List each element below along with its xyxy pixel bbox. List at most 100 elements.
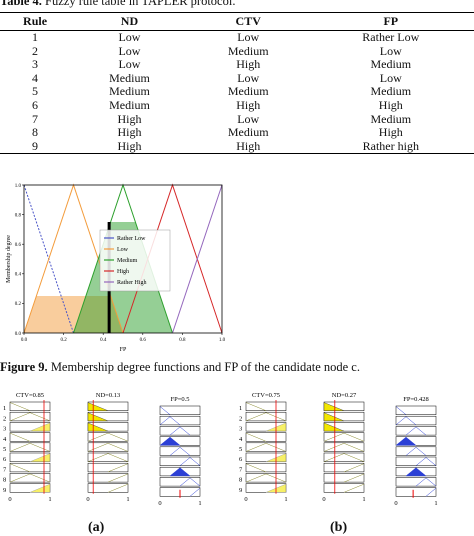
rule-cell — [87, 483, 129, 493]
x-tick-label: 0.6 — [140, 338, 147, 343]
membership-shape — [107, 483, 129, 493]
fp-rule-cell — [395, 456, 437, 466]
table-cell: Low — [118, 43, 141, 58]
ctv-axis-tick: 0 — [8, 496, 11, 503]
legend-entry: Rather Low — [117, 236, 146, 242]
rule-cell — [87, 462, 129, 473]
membership-shape — [245, 443, 287, 452]
rule-cell — [245, 473, 287, 483]
table-cell: Rather Low — [362, 30, 420, 44]
rule-row-number: 6 — [239, 456, 243, 463]
fp-title: FP=0.5 — [170, 396, 189, 403]
fp-output-shape — [189, 487, 201, 497]
nd-title: ND=0.27 — [332, 392, 357, 399]
membership-chart: 0.0 0.2 0.4 0.6 0.8 1.0 0.0 0.2 0.4 0.6 0.8 1.0 FP Me… — [6, 183, 226, 353]
rule-cell — [323, 432, 365, 442]
rule-row-number: 9 — [239, 487, 242, 494]
subfigure-label-a: (a) — [88, 520, 105, 535]
membership-shape — [9, 443, 51, 452]
membership-shape — [343, 463, 365, 473]
active-membership-fill — [323, 412, 345, 422]
table-cell: 5 — [32, 84, 39, 99]
rule-cell — [245, 442, 287, 452]
table-cell: Low — [118, 57, 141, 72]
nd-axis-tick: 0 — [322, 496, 325, 503]
fp-rule-cell — [159, 405, 201, 415]
fp-rule-cell — [395, 487, 437, 497]
fp-output-shape — [405, 426, 427, 436]
rule-cell — [9, 473, 51, 483]
rule-row-number: 4 — [3, 436, 7, 443]
table-cell: Low — [237, 111, 260, 126]
rule-row-number: 3 — [239, 426, 242, 433]
table-cell: 3 — [32, 57, 39, 72]
rule-cell — [87, 432, 129, 442]
rule-row-number: 8 — [239, 477, 242, 484]
column-header-ctv: CTV — [188, 12, 308, 31]
fp-output-shape — [169, 426, 191, 436]
membership-shape — [245, 473, 287, 483]
fp-active-output — [405, 467, 427, 477]
table-row: 8 High Medium High — [0, 126, 474, 140]
fp-output-shape — [415, 457, 437, 466]
rule-cell — [9, 442, 51, 452]
rule-cell — [323, 483, 365, 493]
table-header-row: Rule ND CTV FP — [0, 12, 474, 31]
rule-cell — [87, 473, 129, 483]
fuzzy-rule-table: Rule ND CTV FP 1 Low Low Rather Low 2 Low Medium L… — [0, 12, 474, 155]
subfigure-label-b: (b) — [330, 520, 348, 535]
x-tick-label: 0.0 — [21, 338, 28, 343]
rule-row-number: 7 — [3, 466, 7, 473]
table-row: 5 Medium Medium Medium — [0, 85, 474, 99]
x-tick-label: 0.2 — [60, 338, 67, 343]
membership-shape — [245, 432, 267, 442]
fp-axis-tick: 1 — [434, 500, 437, 507]
table-cell: Low — [237, 30, 260, 44]
table-caption-text: Fuzzy rule table in TAPLER protocol. — [45, 0, 236, 8]
fp-output-shape — [159, 416, 181, 426]
membership-shape — [343, 473, 365, 483]
membership-shape — [107, 473, 129, 483]
membership-shape — [245, 402, 267, 411]
table-cell: 9 — [0, 139, 71, 155]
rule-cell — [323, 442, 365, 452]
table-caption: Table 4. Fuzzy rule table in TAPLER prot… — [0, 0, 235, 9]
table-row: 2 Low Medium Low — [0, 43, 474, 59]
membership-shape — [245, 463, 267, 473]
table-cell: 2 — [32, 43, 39, 58]
fp-rule-cell — [395, 415, 437, 426]
column-header-nd: ND — [70, 12, 189, 31]
rule-cell — [245, 411, 287, 422]
table-cell: 1 — [32, 30, 39, 44]
fp-rule-cell — [159, 426, 201, 436]
table-caption-label: Table 4. — [0, 0, 42, 8]
membership-shape — [9, 402, 31, 411]
fp-active-output — [169, 467, 191, 477]
rule-row-number: 2 — [239, 415, 242, 422]
rule-cell — [9, 401, 51, 411]
figure9-caption-label: Figure 9. — [0, 360, 48, 374]
column-header-fp: FP — [307, 12, 474, 31]
fp-output-shape — [159, 406, 171, 415]
nd-title: ND=0.13 — [96, 392, 120, 399]
column-header-rule: Rule — [0, 12, 71, 31]
x-tick-label: 0.8 — [179, 338, 186, 343]
table-cell: High — [236, 57, 261, 72]
x-tick-label: 0.4 — [100, 338, 107, 343]
table-cell: Low — [379, 43, 402, 58]
membership-shape — [343, 483, 365, 493]
table-cell: Low — [237, 70, 260, 85]
rule-row-number: 8 — [3, 477, 6, 484]
x-axis-label: FP — [120, 347, 127, 353]
inference-panel-b: 1 2 3 4 5 6 7 8 9 CTV=0.75 0 1 ND=0.27 0 1 FP=0.428 0 1 — [239, 392, 438, 507]
table-cell: 6 — [32, 97, 39, 112]
active-membership-fill — [29, 453, 51, 462]
fp-rule-cell — [159, 477, 201, 487]
chart-legend: Rather Low Low Medium High Rather High — [99, 229, 171, 292]
fp-active-output — [395, 436, 417, 446]
active-membership-fill — [29, 483, 51, 493]
rule-row-number: 1 — [3, 405, 6, 412]
rule-cell — [245, 401, 287, 411]
fp-axis-tick: 1 — [198, 500, 201, 507]
membership-shape — [9, 473, 51, 483]
